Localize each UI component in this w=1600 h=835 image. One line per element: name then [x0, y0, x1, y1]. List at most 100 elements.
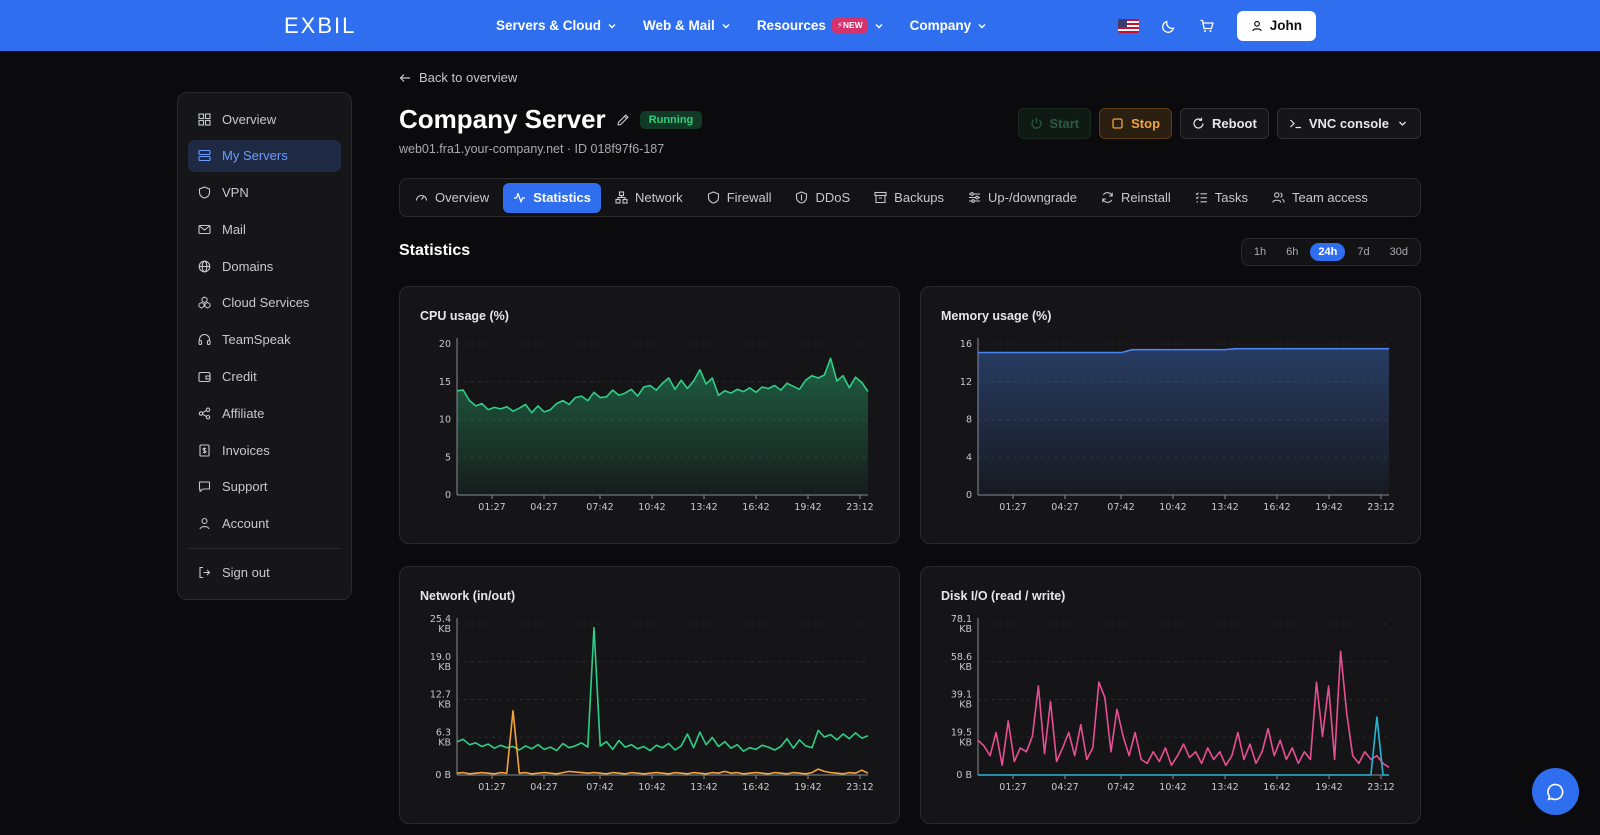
- tab-up-downgrade[interactable]: Up-/downgrade: [958, 183, 1087, 213]
- sidebar-item-label: My Servers: [222, 148, 288, 164]
- nav-servers-cloud[interactable]: Servers & Cloud: [496, 18, 617, 33]
- wallet-icon: [198, 372, 211, 383]
- x-tick-label: 10:42: [638, 782, 665, 793]
- main-menu: Servers & Cloud Web & Mail Resources ⚡NE…: [496, 0, 987, 51]
- sidebar-item-invoices[interactable]: Invoices: [188, 434, 341, 466]
- new-badge: ⚡NEW: [831, 18, 868, 33]
- x-tick-label: 23:12: [1367, 782, 1394, 793]
- chevron-down-icon: [978, 23, 986, 28]
- vnc-console-button[interactable]: VNC console: [1276, 108, 1421, 139]
- user-menu-button[interactable]: John: [1236, 10, 1316, 41]
- range-24h[interactable]: 24h: [1310, 243, 1346, 261]
- reboot-button[interactable]: Reboot: [1180, 108, 1269, 139]
- tab-firewall[interactable]: Firewall: [697, 183, 782, 213]
- x-tick-label: 07:42: [586, 782, 613, 793]
- moon-icon[interactable]: [1161, 18, 1177, 34]
- start-label: Start: [1049, 116, 1080, 131]
- network-out-series-line: [456, 710, 869, 775]
- sidebar-item-overview[interactable]: Overview: [188, 103, 341, 135]
- tab-backups[interactable]: Backups: [864, 183, 954, 213]
- server-tabs: Overview Statistics Network Firewall DDo…: [399, 178, 1421, 217]
- y-tick-label: 19.0 KB: [430, 652, 451, 673]
- y-tick-label: 15: [439, 377, 451, 388]
- back-label: Back to overview: [419, 70, 518, 85]
- range-7d[interactable]: 7d: [1357, 246, 1370, 258]
- terminal-icon: [1289, 119, 1301, 129]
- nav-right-group: John: [1117, 0, 1316, 51]
- sidebar-item-cloud-services[interactable]: Cloud Services: [188, 287, 341, 319]
- y-tick-label: 12: [960, 377, 972, 388]
- stop-button[interactable]: Stop: [1099, 108, 1173, 139]
- y-tick-label: 12.7 KB: [430, 690, 451, 711]
- sign-out-button[interactable]: Sign out: [188, 557, 341, 589]
- nav-item-label: Resources: [756, 18, 826, 33]
- x-tick-label: 07:42: [1107, 502, 1134, 513]
- share-icon: [198, 407, 211, 420]
- top-navigation: EXBIL Servers & Cloud Web & Mail Resourc…: [0, 0, 1600, 51]
- sidebar-item-label: Overview: [222, 111, 277, 127]
- tab-label: Team access: [1292, 190, 1368, 205]
- us-flag-icon[interactable]: [1117, 18, 1139, 33]
- start-button[interactable]: Start: [1017, 108, 1092, 139]
- disk-write-series-line: [978, 716, 1389, 776]
- x-tick-label: 13:42: [690, 782, 717, 793]
- x-tick-label: 19:42: [794, 782, 821, 793]
- memory-usage-card: 0 4 8 12 16 01:27 04:27 07:42 10:42 13:42 16:42 19:…: [920, 286, 1421, 544]
- cart-icon[interactable]: [1199, 18, 1215, 34]
- tab-team-access[interactable]: Team access: [1262, 183, 1378, 213]
- nav-item-label: Servers & Cloud: [496, 18, 602, 33]
- sidebar-item-credit[interactable]: Credit: [188, 361, 341, 393]
- range-30d[interactable]: 30d: [1389, 246, 1408, 258]
- tab-tasks[interactable]: Tasks: [1185, 183, 1258, 213]
- sidebar-item-vpn[interactable]: VPN: [188, 177, 341, 209]
- nav-resources[interactable]: Resources ⚡NEW: [757, 18, 884, 33]
- time-range-selector: 1h 6h 24h 7d 30d: [1240, 238, 1421, 266]
- tab-statistics[interactable]: Statistics: [503, 182, 601, 213]
- sign-out-icon: [199, 567, 211, 579]
- sidebar-item-label: Cloud Services: [222, 295, 310, 311]
- sidebar-item-label: Credit: [222, 369, 257, 385]
- y-tick-label: 8: [966, 415, 972, 426]
- memory-series-line: [978, 347, 1389, 354]
- user-name: John: [1269, 18, 1302, 33]
- tab-overview[interactable]: Overview: [405, 183, 499, 213]
- memory-usage-chart: 0 4 8 12 16 01:27 04:27 07:42 10:42 13:42 16:42 19:…: [960, 338, 1395, 513]
- tab-label: Up-/downgrade: [988, 190, 1077, 205]
- memory-series-area: [978, 348, 1389, 495]
- nav-web-mail[interactable]: Web & Mail: [643, 18, 731, 33]
- sidebar-item-mail[interactable]: Mail: [188, 213, 341, 245]
- cpu-usage-chart: 0 5 10 15 20 01:27 04:27 07:42 10:42 13:42 16:42 19…: [439, 338, 874, 513]
- grid-icon: [198, 112, 211, 126]
- x-tick-label: 04:27: [530, 502, 557, 513]
- y-tick-label: 16: [960, 339, 972, 350]
- tab-network[interactable]: Network: [605, 183, 693, 213]
- sidebar-item-account[interactable]: Account: [188, 508, 341, 540]
- new-badge-label: NEW: [842, 20, 863, 30]
- network-card: 0 B 6.3 KB 12.7 KB 19.0 KB 25.4 KB 01:27 04:27 07:4…: [399, 566, 900, 824]
- y-tick-label: 39.1 KB: [951, 690, 972, 711]
- sidebar-item-label: Support: [222, 479, 268, 495]
- archive-icon: [874, 191, 887, 204]
- sliders-icon: [969, 192, 981, 203]
- tab-label: Tasks: [1214, 190, 1249, 205]
- nav-company[interactable]: Company: [910, 18, 988, 33]
- pencil-icon[interactable]: [616, 113, 630, 127]
- sidebar-item-my-servers[interactable]: My Servers: [188, 139, 341, 172]
- tab-ddos[interactable]: DDoS: [785, 183, 860, 213]
- x-tick-label: 01:27: [999, 502, 1026, 513]
- range-6h[interactable]: 6h: [1286, 246, 1299, 258]
- sidebar-item-support[interactable]: Support: [188, 471, 341, 503]
- chat-widget-button[interactable]: [1532, 768, 1579, 815]
- back-to-overview-link[interactable]: Back to overview: [399, 70, 517, 85]
- sidebar-item-teamspeak[interactable]: TeamSpeak: [188, 324, 341, 356]
- range-1h[interactable]: 1h: [1253, 246, 1267, 258]
- sidebar-item-domains[interactable]: Domains: [188, 250, 341, 282]
- brand-logo[interactable]: EXBIL: [284, 13, 357, 38]
- tab-reinstall[interactable]: Reinstall: [1091, 183, 1181, 213]
- chevron-down-icon: [608, 23, 616, 28]
- shield-icon: [198, 186, 211, 199]
- sidebar-item-affiliate[interactable]: Affiliate: [188, 397, 341, 429]
- user-icon: [1251, 20, 1262, 31]
- y-tick-label: 10: [439, 415, 451, 426]
- tab-label: Overview: [435, 190, 490, 205]
